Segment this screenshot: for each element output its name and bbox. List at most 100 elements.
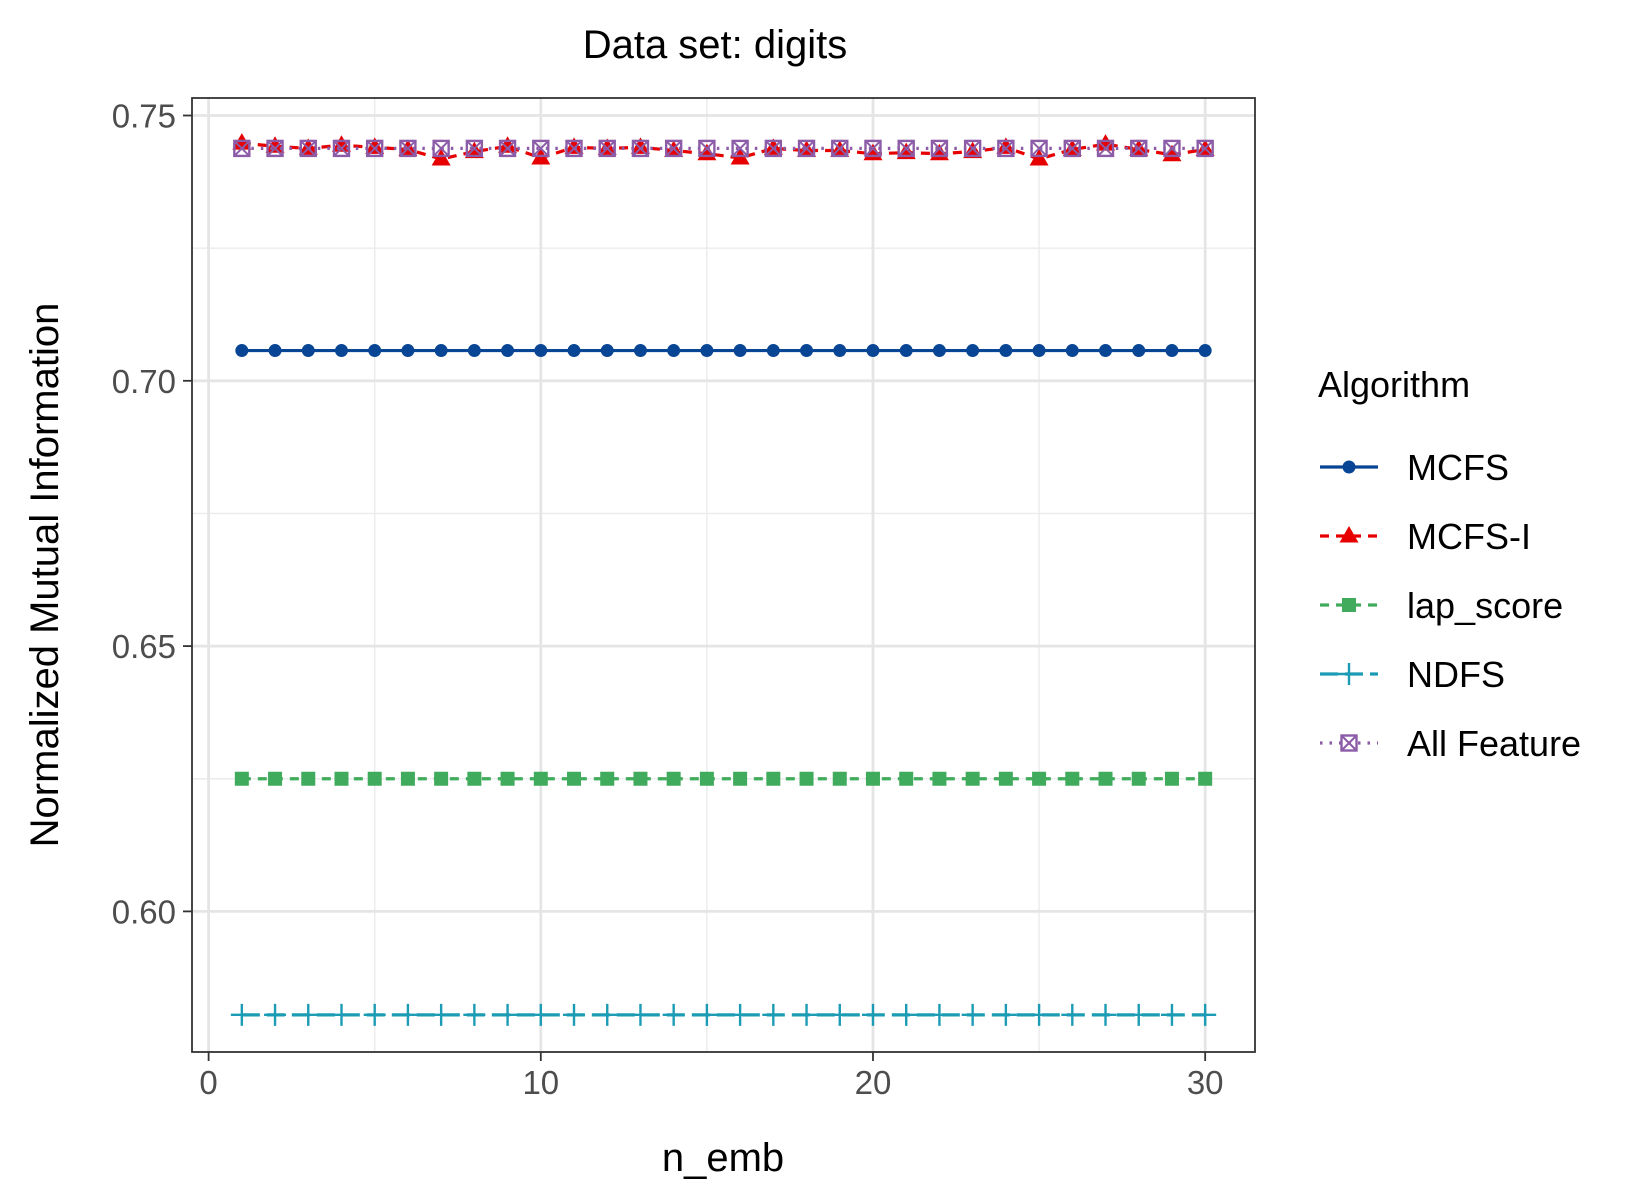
data-point — [631, 139, 650, 158]
data-point — [600, 771, 615, 786]
legend-item: All Feature — [1320, 723, 1581, 764]
data-point — [498, 139, 517, 158]
data-point — [1198, 344, 1212, 358]
data-point — [1196, 139, 1214, 158]
chart-title: Data set: digits — [583, 23, 848, 67]
data-point — [334, 344, 348, 358]
data-point — [666, 771, 681, 786]
data-point — [498, 136, 518, 153]
data-point — [963, 139, 982, 158]
data-point — [567, 344, 581, 358]
data-point — [496, 1003, 519, 1026]
data-point — [233, 139, 251, 158]
data-point — [532, 139, 550, 158]
x-tick-label: 30 — [1187, 1064, 1224, 1101]
data-point — [363, 1003, 386, 1026]
data-point — [1065, 344, 1079, 358]
series-lap-score — [234, 771, 1213, 786]
data-point — [763, 138, 783, 155]
data-point — [330, 1003, 353, 1026]
data-point — [797, 139, 816, 158]
data-point — [667, 344, 681, 358]
legend-label: lap_score — [1407, 585, 1563, 626]
data-point — [432, 139, 450, 158]
data-point — [565, 139, 583, 158]
data-point — [268, 771, 283, 786]
data-point — [695, 1003, 718, 1026]
data-point — [766, 771, 781, 786]
x-tick-label: 0 — [199, 1064, 217, 1101]
data-point — [596, 1003, 619, 1026]
data-point — [467, 771, 482, 786]
y-tick-label: 0.60 — [112, 893, 176, 930]
data-point — [467, 344, 481, 358]
legend-label: NDFS — [1407, 654, 1505, 695]
data-point — [234, 771, 249, 786]
data-point — [729, 1003, 752, 1026]
legend-label: All Feature — [1407, 723, 1581, 764]
data-point — [1061, 1003, 1084, 1026]
data-point — [367, 771, 382, 786]
data-point — [500, 771, 515, 786]
plot-panel — [191, 97, 1256, 1053]
data-point — [996, 137, 1016, 154]
x-axis: 0 10 20 30 — [199, 1052, 1224, 1101]
data-point — [733, 771, 748, 786]
data-point — [434, 344, 448, 358]
data-point — [465, 139, 484, 158]
data-point — [1098, 771, 1113, 786]
data-point — [997, 139, 1015, 158]
series-mcfs — [235, 344, 1212, 358]
legend-item: MCFS — [1320, 447, 1509, 488]
data-point — [230, 1003, 253, 1026]
data-point — [932, 344, 946, 358]
data-point — [833, 344, 847, 358]
data-point — [1163, 139, 1181, 158]
data-point — [897, 139, 915, 158]
data-point — [662, 1003, 685, 1026]
data-point — [1030, 139, 1048, 158]
x-tick-label: 10 — [522, 1064, 559, 1101]
data-point — [430, 1003, 453, 1026]
legend-key-marker — [1342, 598, 1356, 612]
data-point — [731, 139, 749, 158]
legend-key-marker — [1342, 460, 1356, 474]
data-point — [630, 137, 650, 154]
data-point — [463, 1003, 486, 1026]
data-point — [831, 139, 849, 158]
y-axis: 0.60 0.65 0.70 0.75 — [112, 98, 192, 930]
data-point — [533, 771, 548, 786]
data-point — [266, 139, 284, 158]
series-all-feature — [233, 139, 1214, 158]
data-point — [629, 1003, 652, 1026]
data-point — [567, 771, 582, 786]
data-point — [861, 1003, 884, 1026]
data-point — [998, 771, 1013, 786]
data-point — [828, 1003, 851, 1026]
data-point — [1096, 134, 1116, 151]
data-point — [795, 1003, 818, 1026]
data-point — [928, 1003, 951, 1026]
data-point — [932, 771, 947, 786]
legend-label: MCFS-I — [1407, 516, 1531, 557]
legend-key-marker — [1340, 734, 1358, 752]
y-tick-label: 0.75 — [112, 98, 176, 135]
data-point — [899, 771, 914, 786]
data-point — [1063, 139, 1081, 158]
legend-item: lap_score — [1320, 585, 1563, 626]
data-point — [534, 344, 548, 358]
data-point — [431, 149, 451, 166]
data-point — [994, 1003, 1017, 1026]
legend-item: MCFS-I — [1320, 516, 1531, 557]
legend-item: NDFS — [1320, 654, 1505, 695]
data-point — [400, 771, 415, 786]
data-point — [301, 344, 315, 358]
data-point — [766, 344, 780, 358]
data-point — [235, 344, 249, 358]
data-point — [1198, 771, 1213, 786]
legend-title: Algorithm — [1318, 364, 1470, 405]
data-point — [1096, 139, 1115, 158]
legend-label: MCFS — [1407, 447, 1509, 488]
data-point — [699, 771, 714, 786]
